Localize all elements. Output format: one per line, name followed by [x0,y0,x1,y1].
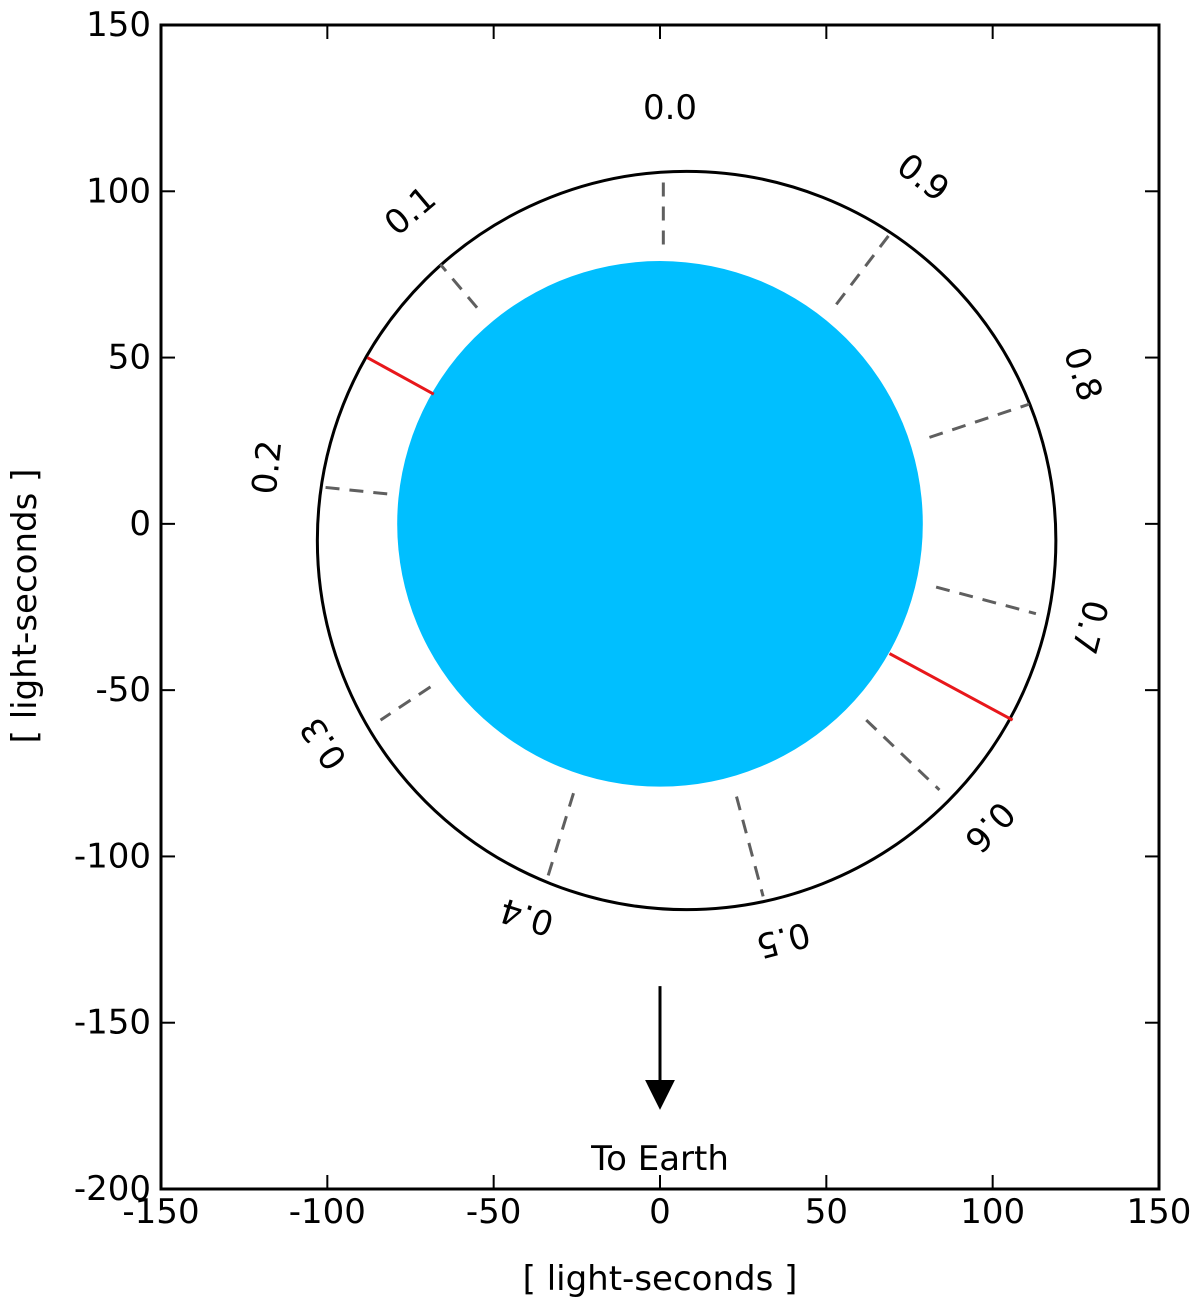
phase-marker-line [439,263,479,309]
phase-marker-line [379,685,432,722]
x-axis-label: [ light-seconds ] [523,1259,798,1299]
plot-area: 0.0 0.1 0.2 0.3 0.4 0.5 0.6 0.7 0.8 0.9 To Earth [245,88,1116,1179]
x-tick-label: 50 [805,1192,848,1232]
x-tick-label: -50 [466,1192,522,1232]
y-tick-label: -50 [95,670,151,710]
orbit-ellipse [315,169,1058,912]
axes: -150 -100 -50 0 50 100 150-200-150-100-5005010… [74,5,1192,1232]
y-tick-label: -100 [74,836,151,876]
x-tick-label: 0 [649,1192,671,1232]
earth-arrow-label: To Earth [590,1139,729,1179]
phase-marker-line [865,718,941,791]
y-tick-label: 50 [108,338,151,378]
y-axis-label: [ light-seconds ] [5,469,45,744]
red-line [366,356,435,396]
phase-label: 0.9 [889,146,956,211]
phase-label: 0.4 [495,889,558,943]
y-tick-label: 0 [129,504,151,544]
phase-label: 0.5 [752,913,815,966]
y-tick-label: -150 [74,1003,151,1043]
phase-label: 0.3 [292,710,355,777]
phase-label: 0.2 [245,438,290,496]
x-tick-label: -150 [122,1192,199,1232]
phase-marker-line [928,402,1030,439]
phase-label: 0.1 [377,179,444,244]
y-tick-label: 150 [86,5,151,45]
y-tick-label: -200 [74,1169,151,1209]
phase-marker-line [323,485,388,496]
phase-label: 0.7 [1063,596,1116,659]
phase-marker-line [545,792,575,881]
phase-marker-line [835,233,891,306]
x-tick-label: 100 [960,1192,1025,1232]
phase-marker-line [935,585,1037,616]
phase-marker-line [735,796,765,897]
x-tick-label: 150 [1127,1192,1192,1232]
red-line [888,652,1014,722]
star-disk [397,261,923,787]
phase-label: 0.8 [1055,342,1110,406]
phase-label: 0.6 [956,793,1022,860]
x-tick-label: -100 [289,1192,366,1232]
phase-label: 0.0 [643,88,697,128]
y-tick-label: 100 [86,171,151,211]
